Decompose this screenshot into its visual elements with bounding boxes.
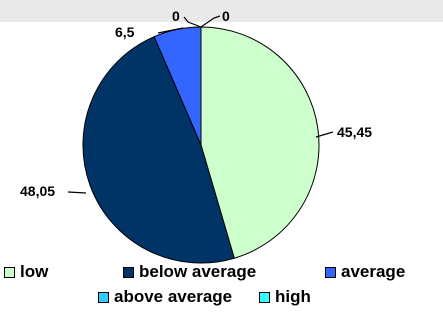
data-label-average: 6,5 — [115, 24, 135, 40]
leader-line-below-average — [67, 191, 87, 194]
legend-label-average: average — [341, 262, 406, 281]
leader-lines — [67, 15, 334, 194]
legend-swatch-high — [259, 291, 270, 303]
legend-label-below-average: below average — [139, 262, 257, 281]
legend-swatch-low — [4, 266, 15, 278]
data-label-below-average: 48,05 — [20, 183, 55, 199]
data-labels: 45,45 48,05 6,5 0 0 — [20, 8, 372, 199]
legend-item-average: average — [325, 262, 405, 282]
pie-slices — [82, 26, 320, 264]
leader-line-above-average — [183, 16, 202, 28]
legend-item-high: high — [259, 287, 311, 307]
legend-item-above-average: above average — [98, 287, 232, 307]
legend-item-low: low — [4, 262, 48, 282]
legend-swatch-average — [325, 266, 336, 278]
top-strip — [0, 0, 443, 22]
pie-slice-below-average — [82, 36, 235, 264]
legend-swatch-above-average — [98, 291, 109, 303]
legend-label-low: low — [20, 262, 49, 281]
data-label-above-average: 0 — [172, 8, 180, 24]
data-label-high: 0 — [222, 8, 230, 24]
data-label-low: 45,45 — [337, 124, 372, 140]
legend-label-high: high — [275, 287, 311, 306]
legend-item-below-average: below average — [123, 262, 256, 282]
legend-label-above-average: above average — [114, 287, 233, 306]
leader-line-low — [315, 131, 334, 138]
pie-slice-low — [200, 26, 320, 259]
legend-swatch-below-average — [123, 266, 134, 278]
leader-line-average — [157, 27, 184, 34]
leader-line-high — [200, 15, 221, 28]
